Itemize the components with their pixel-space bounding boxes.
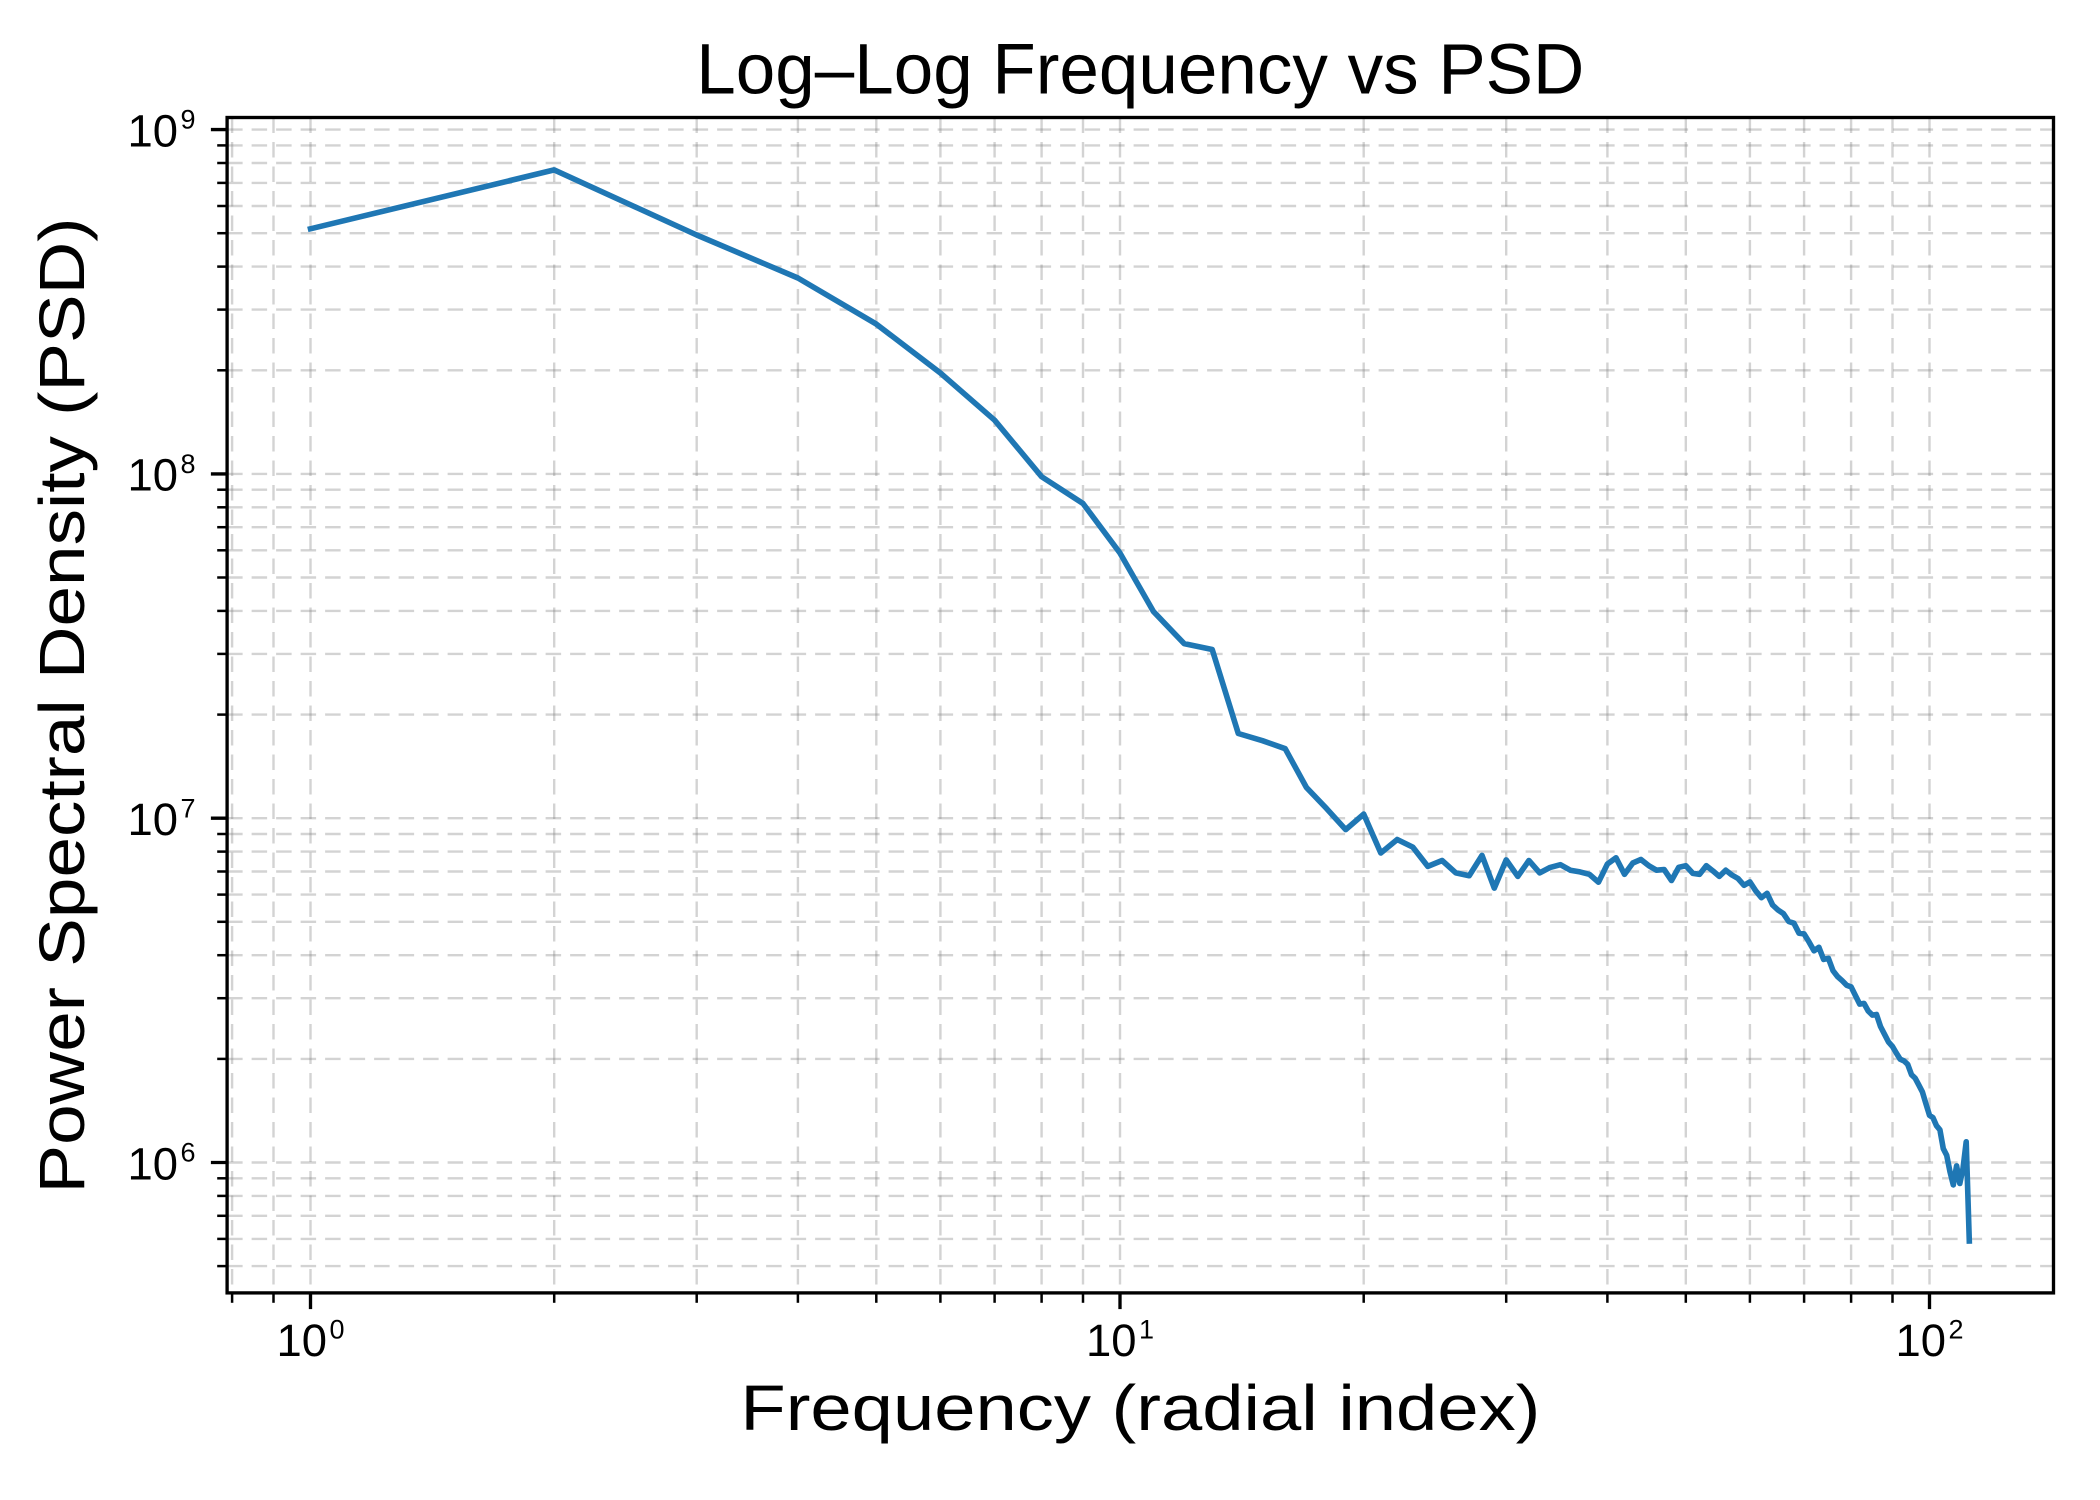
svg-text:6: 6 (181, 1138, 196, 1168)
svg-text:7: 7 (181, 793, 196, 823)
svg-text:10: 10 (128, 1138, 179, 1189)
svg-text:10: 10 (128, 105, 179, 156)
svg-text:10: 10 (128, 450, 179, 501)
svg-text:1: 1 (1139, 1315, 1154, 1345)
svg-text:10: 10 (128, 794, 179, 845)
svg-text:10: 10 (277, 1315, 328, 1366)
svg-text:10: 10 (1086, 1315, 1137, 1366)
svg-text:10: 10 (1896, 1315, 1947, 1366)
svg-text:9: 9 (181, 105, 196, 135)
svg-text:Frequency (radial index): Frequency (radial index) (740, 1372, 1540, 1444)
svg-text:0: 0 (330, 1315, 345, 1345)
svg-text:2: 2 (1949, 1315, 1964, 1345)
svg-text:Log–Log Frequency vs PSD: Log–Log Frequency vs PSD (696, 31, 1584, 110)
svg-text:Power Spectral Density (PSD): Power Spectral Density (PSD) (26, 218, 98, 1194)
svg-text:8: 8 (181, 449, 196, 479)
